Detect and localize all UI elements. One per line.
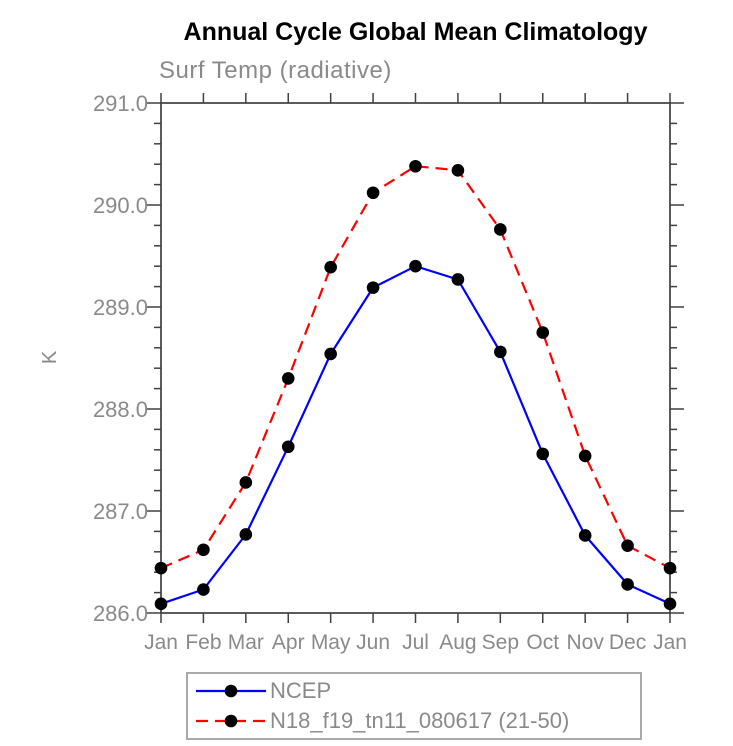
data-point-marker <box>239 528 253 541</box>
data-point-marker <box>536 326 550 339</box>
data-point-marker <box>324 347 337 361</box>
data-point-marker <box>621 578 634 591</box>
legend-marker-icon <box>224 714 238 728</box>
data-point-marker <box>324 260 337 274</box>
x-tick-label: Jan <box>144 631 178 654</box>
x-tick-label: Jul <box>402 631 429 654</box>
data-point-marker <box>494 223 507 236</box>
legend: NCEP N18_f19_tn11_080617 (21-50) <box>186 672 642 740</box>
y-tick-label: 289.0 <box>93 295 148 320</box>
x-tick-label: Sep <box>482 631 519 654</box>
legend-item: NCEP <box>194 676 640 706</box>
legend-marker-icon <box>224 684 238 698</box>
data-point-marker <box>366 281 380 294</box>
data-point-marker <box>663 597 677 611</box>
data-point-marker <box>451 164 465 177</box>
x-tick-label: Oct <box>526 631 559 654</box>
x-tick-label: Jun <box>356 631 390 654</box>
y-tick-label: 290.0 <box>93 193 148 218</box>
data-point-marker <box>494 345 507 359</box>
legend-line-sample <box>196 714 266 728</box>
data-point-marker <box>409 259 422 273</box>
series-line-dashed <box>160 165 671 570</box>
data-point-marker <box>281 440 295 454</box>
data-point-marker <box>239 476 253 489</box>
data-point-marker <box>663 561 677 575</box>
y-tick-label: 288.0 <box>93 397 148 422</box>
series-line-solid <box>160 265 671 605</box>
x-tick-label: Jan <box>653 631 687 654</box>
x-tick-label: Dec <box>609 631 646 654</box>
x-tick-label: Nov <box>566 631 604 654</box>
data-point-marker <box>409 159 422 173</box>
chart-title: Annual Cycle Global Mean Climatology <box>183 18 648 46</box>
data-point-marker <box>536 447 550 461</box>
data-point-marker <box>281 372 295 385</box>
plot-frame <box>160 102 671 614</box>
legend-item: N18_f19_tn11_080617 (21-50) <box>194 706 640 736</box>
data-point-marker <box>621 539 634 552</box>
data-point-marker <box>578 529 592 542</box>
x-tick-label: Apr <box>272 631 305 654</box>
data-point-marker <box>197 543 210 557</box>
data-point-marker <box>197 583 210 596</box>
legend-label: N18_f19_tn11_080617 (21-50) <box>270 708 570 733</box>
y-tick-label: 287.0 <box>93 499 148 524</box>
x-tick-label: May <box>311 631 351 654</box>
data-point-marker <box>154 561 168 575</box>
x-tick-label: Mar <box>228 631 264 654</box>
y-tick-label: 286.0 <box>93 601 148 626</box>
data-point-marker <box>578 449 592 463</box>
legend-line-sample <box>196 684 266 698</box>
data-point-marker <box>451 273 465 286</box>
legend-label: NCEP <box>270 678 332 703</box>
y-tick-label: 291.0 <box>93 91 148 116</box>
data-point-marker <box>154 597 168 611</box>
x-tick-label: Feb <box>185 631 221 654</box>
data-point-marker <box>366 186 380 200</box>
x-tick-label: Aug <box>439 631 476 654</box>
chart-subtitle: Surf Temp (radiative) <box>159 57 392 84</box>
